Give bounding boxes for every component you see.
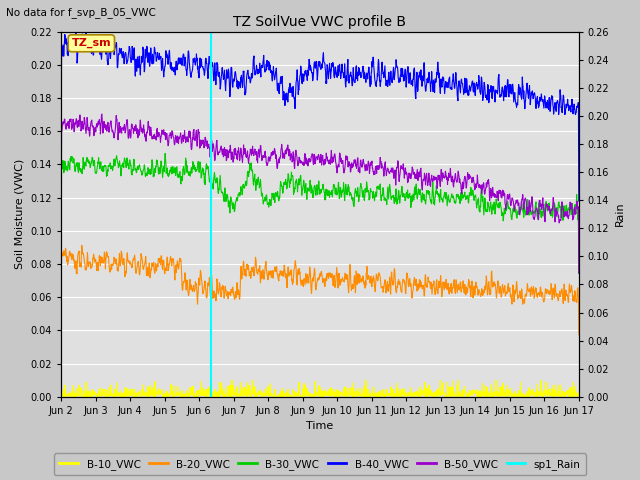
B-10_VWC: [575, 390, 582, 396]
B-20_VWC: [173, 265, 180, 271]
B-20_VWC: [401, 280, 408, 286]
B-20_VWC: [231, 297, 239, 302]
B-30_VWC: [231, 208, 239, 214]
B-10_VWC: [353, 394, 360, 400]
Text: TZ_sm: TZ_sm: [72, 38, 111, 48]
B-20_VWC: [160, 264, 168, 269]
B-30_VWC: [401, 194, 408, 200]
B-20_VWC: [575, 332, 582, 337]
B-10_VWC: [468, 391, 476, 397]
B-50_VWC: [231, 151, 239, 157]
Line: B-20_VWC: B-20_VWC: [61, 245, 579, 335]
B-20_VWC: [468, 278, 476, 284]
Line: B-50_VWC: B-50_VWC: [61, 114, 579, 273]
B-50_VWC: [468, 180, 476, 185]
B-40_VWC: [514, 102, 522, 108]
Y-axis label: Soil Moisture (VWC): Soil Moisture (VWC): [15, 159, 25, 269]
B-30_VWC: [575, 271, 582, 276]
B-10_VWC: [58, 392, 65, 398]
B-40_VWC: [231, 73, 239, 79]
B-40_VWC: [401, 78, 408, 84]
B-30_VWC: [161, 151, 169, 156]
B-50_VWC: [173, 136, 180, 142]
B-50_VWC: [514, 197, 522, 203]
Title: TZ SoilVue VWC profile B: TZ SoilVue VWC profile B: [234, 15, 406, 29]
B-30_VWC: [514, 208, 522, 214]
B-40_VWC: [72, 26, 80, 32]
B-10_VWC: [514, 390, 522, 396]
B-50_VWC: [160, 131, 168, 136]
B-40_VWC: [173, 61, 180, 67]
B-20_VWC: [78, 242, 86, 248]
B-10_VWC: [160, 394, 168, 399]
B-20_VWC: [514, 296, 522, 302]
B-50_VWC: [401, 175, 408, 181]
B-30_VWC: [173, 164, 180, 170]
B-40_VWC: [58, 154, 65, 159]
Line: B-40_VWC: B-40_VWC: [61, 29, 579, 201]
X-axis label: Time: Time: [307, 421, 333, 432]
Line: B-30_VWC: B-30_VWC: [61, 154, 579, 274]
B-40_VWC: [575, 198, 582, 204]
B-30_VWC: [58, 230, 65, 236]
B-40_VWC: [468, 79, 476, 85]
B-30_VWC: [468, 192, 476, 198]
Line: B-10_VWC: B-10_VWC: [61, 380, 579, 397]
B-50_VWC: [98, 111, 106, 117]
Text: No data for f_svp_B_05_VWC: No data for f_svp_B_05_VWC: [6, 7, 156, 18]
B-40_VWC: [160, 69, 168, 75]
B-10_VWC: [172, 391, 180, 397]
B-10_VWC: [401, 392, 408, 398]
B-50_VWC: [575, 270, 582, 276]
B-30_VWC: [160, 164, 168, 169]
Legend: B-10_VWC, B-20_VWC, B-30_VWC, B-40_VWC, B-50_VWC, sp1_Rain: B-10_VWC, B-20_VWC, B-30_VWC, B-40_VWC, …: [54, 454, 586, 475]
Y-axis label: Rain: Rain: [615, 202, 625, 227]
B-10_VWC: [230, 390, 238, 396]
B-20_VWC: [58, 298, 65, 303]
B-50_VWC: [58, 218, 65, 224]
B-10_VWC: [248, 377, 256, 383]
